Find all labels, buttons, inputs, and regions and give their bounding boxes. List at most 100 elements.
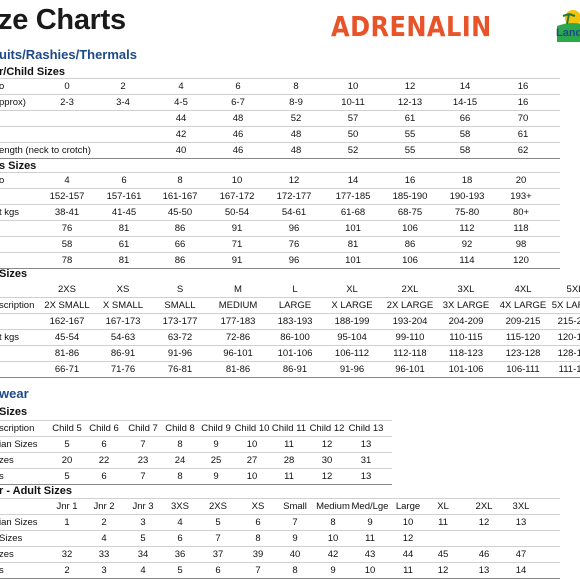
table-cell: 4 (101, 533, 107, 544)
row-divider (0, 361, 580, 362)
row-label: pprox) (0, 97, 26, 108)
table-cell: 92 (461, 239, 473, 250)
row-divider (0, 484, 392, 485)
table-cell: 10-11 (341, 97, 365, 108)
table-cell: 96-101 (395, 364, 425, 375)
table-cell: 71-76 (110, 364, 136, 375)
table-cell: 120-125 (557, 332, 580, 343)
table-cell: 120 (513, 255, 529, 266)
table-cell: 3 (101, 565, 107, 576)
table-cell: 13 (478, 565, 490, 576)
table-cell: 209-215 (505, 316, 541, 327)
table-cell: 86-91 (282, 364, 308, 375)
table-cell: 13 (515, 517, 527, 528)
table-heading: Sizes (0, 406, 28, 418)
table-cell: 11 (403, 565, 413, 576)
table-cell: 48 (232, 113, 244, 124)
table-cell: 10 (364, 565, 376, 576)
table-cell: 2 (120, 81, 126, 92)
table-cell: X SMALL (102, 300, 144, 311)
table-cell: 162-167 (49, 316, 85, 327)
table-cell: 50 (347, 129, 359, 140)
table-cell: 101-106 (277, 348, 313, 359)
table-cell: 5 (177, 565, 183, 576)
partner-logo: Land & (553, 8, 580, 46)
table-cell: 2XS (209, 501, 227, 512)
table-cell: 45-50 (167, 207, 193, 218)
section-wetsuits: wear (0, 386, 29, 401)
table-cell: 81 (347, 239, 359, 250)
table-cell: 2-3 (60, 97, 74, 108)
table-cell: 204-209 (448, 316, 484, 327)
table-cell: 52 (347, 145, 359, 156)
table-cell: Child 6 (89, 423, 119, 434)
table-cell: 2X SMALL (44, 300, 90, 311)
table-cell: 10 (402, 517, 414, 528)
row-divider (0, 158, 560, 159)
table-cell: 86 (404, 239, 416, 250)
row-divider (0, 78, 560, 79)
table-cell: 8 (177, 175, 183, 186)
table-cell: 106 (402, 255, 418, 266)
table-cell: 16 (517, 81, 529, 92)
table-cell: 14-15 (452, 97, 478, 108)
table-cell: 18 (461, 175, 473, 186)
row-divider (0, 126, 560, 127)
table-cell: 173-177 (162, 316, 198, 327)
table-cell: 4-5 (174, 97, 188, 108)
table-cell: 30 (321, 455, 333, 466)
table-cell: 81 (118, 223, 130, 234)
table-cell: 152-157 (49, 191, 85, 202)
table-cell: 177-183 (220, 316, 256, 327)
table-cell: 6 (177, 533, 183, 544)
table-cell: 44 (175, 113, 187, 124)
row-divider (0, 236, 560, 237)
table-cell: 45-54 (54, 332, 80, 343)
table-cell: 81 (118, 255, 130, 266)
table-cell: 32 (61, 549, 73, 560)
table-cell: 6 (121, 175, 127, 186)
row-label: ian Sizes (0, 517, 38, 528)
table-cell: M (234, 284, 242, 295)
table-heading: r - Adult Sizes (0, 485, 72, 497)
table-cell: 11 (284, 471, 294, 482)
row-label: zes (0, 549, 14, 560)
table-cell: 12 (437, 565, 449, 576)
row-label: s (0, 471, 4, 482)
table-cell: 112-118 (393, 348, 427, 359)
table-cell: 3X LARGE (442, 300, 490, 311)
table-cell: 54-61 (281, 207, 307, 218)
row-label: o (0, 175, 5, 186)
table-cell: 44 (402, 549, 414, 560)
table-cell: XS (251, 501, 265, 512)
table-cell: 6-7 (231, 97, 245, 108)
table-cell: 5 (64, 471, 70, 482)
table-cell: 12 (321, 439, 333, 450)
table-cell: 4 (178, 81, 184, 92)
table-cell: 86-91 (110, 348, 136, 359)
partner-logo-text: Land & (556, 27, 580, 39)
table-cell: 6 (215, 565, 221, 576)
table-cell: 10 (347, 81, 359, 92)
table-cell: Child 8 (165, 423, 195, 434)
table-cell: 42 (327, 549, 339, 560)
table-cell: 96 (288, 255, 300, 266)
table-cell: 68-75 (397, 207, 423, 218)
table-cell: Medium (316, 501, 350, 512)
table-cell: Child 5 (52, 423, 82, 434)
table-cell: 91-96 (339, 364, 365, 375)
row-divider (0, 142, 560, 143)
row-divider (0, 498, 560, 499)
table-heading: r/Child Sizes (0, 66, 66, 78)
table-cell: 63-72 (167, 332, 193, 343)
table-cell: Med/Lge (351, 501, 389, 512)
row-divider (0, 452, 392, 453)
table-cell: 42 (175, 129, 187, 140)
table-cell: 52 (290, 113, 302, 124)
row-divider (0, 220, 560, 221)
row-divider (0, 468, 392, 469)
table-cell: 190-193 (449, 191, 485, 202)
row-divider (0, 188, 560, 189)
table-cell: 16 (517, 97, 529, 108)
table-cell: SMALL (164, 300, 196, 311)
